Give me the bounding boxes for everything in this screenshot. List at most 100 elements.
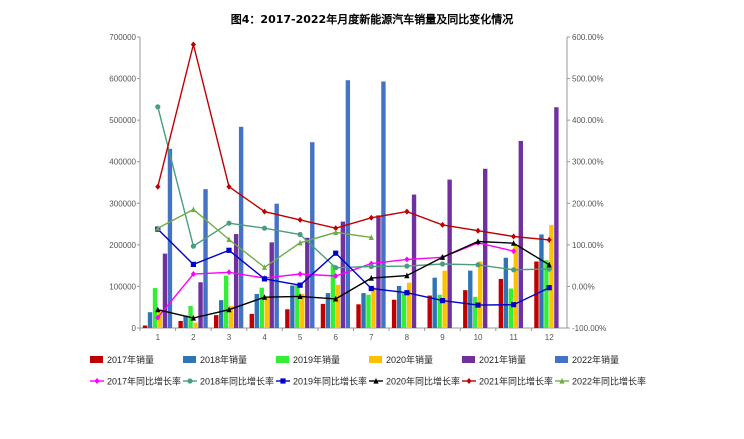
y-left-tick-label: 700000 [109, 33, 136, 42]
bar [345, 80, 351, 328]
x-tick-label: 4 [262, 333, 267, 342]
legend-bar-swatch [183, 356, 196, 363]
legend-line-label: 2018年同比增长率 [200, 376, 274, 387]
bar [513, 244, 519, 328]
legend-line-label: 2022年同比增长率 [572, 376, 646, 387]
bar [325, 293, 331, 328]
bar [274, 203, 279, 328]
bar [259, 287, 264, 328]
line-point [226, 247, 232, 253]
line-point [546, 266, 552, 272]
bar [473, 296, 478, 328]
line-point [333, 229, 339, 235]
legend-line-label: 2019年同比增长率 [293, 376, 367, 387]
bar [203, 189, 208, 328]
series-line [157, 44, 550, 241]
line-point [559, 377, 565, 384]
y-left-tick-label: 500000 [109, 116, 136, 125]
line-point [511, 248, 517, 255]
bar [376, 215, 381, 328]
series-line [157, 106, 550, 271]
y-right-tick-label: 0.00% [572, 282, 595, 291]
line-point [261, 208, 268, 215]
bar [340, 221, 346, 328]
bar [427, 295, 432, 328]
line-point [261, 264, 268, 270]
line-point [368, 285, 374, 292]
line-point [404, 256, 410, 263]
legend-bar-label: 2022年销量 [572, 354, 619, 365]
line-point [333, 250, 339, 256]
line-point [333, 295, 339, 302]
legend-line-label: 2021年同比增长率 [479, 376, 553, 387]
legend: 2017年销量 2018年销量 2019年销量 2020年销量 2021年销量 2022年… [90, 354, 646, 387]
x-tick-label: 6 [333, 333, 338, 342]
bar [401, 292, 407, 328]
legend-bar-swatch [369, 356, 382, 363]
line-point [511, 240, 517, 246]
bar [539, 234, 544, 328]
bar [167, 148, 173, 328]
bar [249, 313, 254, 328]
line-point [297, 231, 303, 238]
axes: 0 100000 200000 300000 400000 500000 600000 700… [109, 33, 606, 342]
legend-line-label: 2020年同比增长率 [386, 376, 460, 387]
y-left-tick-label: 300000 [109, 199, 136, 208]
x-tick-label: 5 [298, 333, 303, 342]
line-point [155, 306, 161, 313]
series-line [157, 240, 550, 319]
bar [193, 322, 198, 328]
line-point [439, 254, 446, 260]
bar [554, 107, 559, 328]
line-point [297, 282, 303, 288]
bar [233, 234, 239, 328]
bar [219, 300, 224, 328]
y-right-tick-label: 600.00% [572, 33, 604, 42]
bar [411, 194, 417, 328]
x-tick-label: 8 [405, 333, 410, 342]
bar [371, 287, 376, 328]
x-tick-label: 11 [509, 333, 518, 342]
bar [406, 282, 412, 328]
line-point [368, 234, 374, 240]
bar [396, 286, 402, 328]
y-left-tick-label: 400000 [109, 158, 136, 167]
bar [549, 224, 554, 328]
bar [391, 299, 397, 328]
line-point [404, 272, 410, 279]
x-tick-label: 12 [545, 333, 554, 342]
line-point [226, 220, 232, 226]
x-tick-label: 7 [369, 333, 374, 342]
line-point [190, 206, 196, 213]
line-point [155, 183, 161, 190]
bar [223, 275, 229, 328]
line-point [368, 263, 374, 270]
bar [468, 270, 473, 328]
line-point [475, 227, 481, 234]
x-tick-label: 1 [156, 333, 161, 342]
line-point [373, 377, 379, 384]
x-tick-label: 10 [474, 333, 483, 342]
bar-series-group [142, 80, 559, 328]
line-point [404, 263, 410, 269]
line-point [475, 302, 481, 308]
legend-bar-label: 2020年销量 [386, 354, 433, 365]
bar [228, 305, 234, 328]
y-right-tick-label: 100.00% [572, 241, 604, 250]
y-left-tick-label: 200000 [109, 241, 136, 250]
bar [157, 309, 163, 328]
line-point [190, 271, 196, 277]
legend-bar-label: 2019年销量 [293, 354, 340, 365]
line-point [226, 236, 232, 243]
line-point [226, 306, 232, 313]
bar [142, 325, 148, 328]
bar [178, 320, 183, 328]
bar [483, 168, 488, 328]
bar [498, 278, 504, 328]
chart-title: 图4：2017-2022年月度新能源汽车销量及同比变化情况 [231, 12, 513, 26]
bar [183, 315, 188, 328]
bar [518, 140, 523, 328]
y-left-tick-label: 600000 [109, 75, 136, 84]
line-point [333, 265, 339, 271]
bar [508, 288, 514, 328]
